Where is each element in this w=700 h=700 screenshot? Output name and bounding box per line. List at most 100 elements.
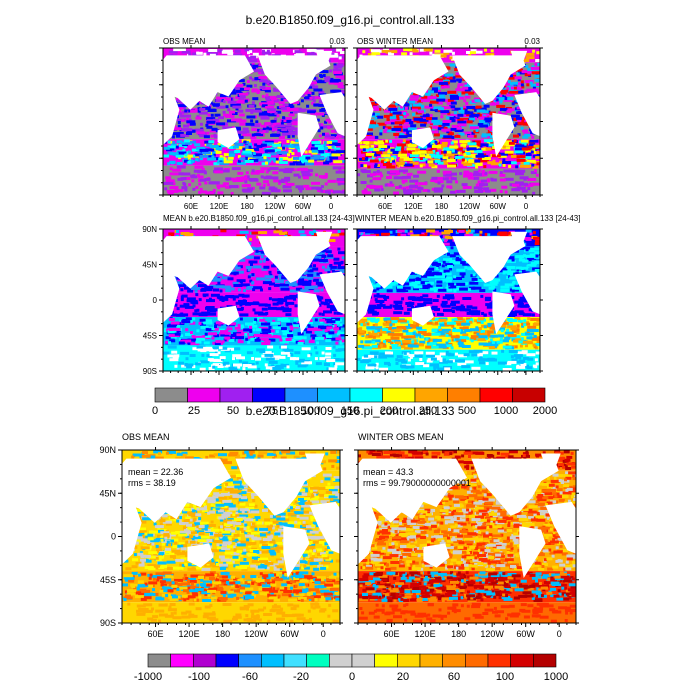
colorbar-label: 20 <box>397 671 409 683</box>
land-mask <box>357 231 540 335</box>
colorbar-swatch <box>397 653 421 668</box>
colorbar-label: 50 <box>227 405 239 417</box>
lon-tick-label: 180 <box>240 202 254 211</box>
colorbar-swatch <box>317 387 351 403</box>
colorbar-swatch <box>447 387 481 403</box>
lon-tick-label: 120E <box>210 202 229 211</box>
lon-tick-label: 120E <box>415 629 436 639</box>
field-panel-diff-winter-obs-mean <box>358 450 576 623</box>
figure-title-bottom: b.e20.B1850.f09_g16.pi_control.all.133 <box>246 404 455 418</box>
lon-tick-label: 60W <box>295 202 312 211</box>
field-panel-model-winter-mean <box>357 229 540 371</box>
colorbar-label: 500 <box>458 405 476 417</box>
lat-tick-label: 0 <box>153 296 158 305</box>
lon-tick-label: 180 <box>451 629 466 639</box>
colorbar-label: 25 <box>188 405 200 417</box>
lon-tick-label: 180 <box>435 202 449 211</box>
stat-mean-winter: mean = 43.3 <box>363 467 413 477</box>
land-mask <box>357 50 540 157</box>
colorbar-label: -100 <box>188 671 210 683</box>
lat-tick-label: 0 <box>111 532 116 542</box>
panel-obs-mean: 60E 120E 180 120W 60W 0 <box>159 45 348 211</box>
lat-tick-label: 90S <box>100 618 116 628</box>
field-panel-diff-obs-mean <box>122 450 340 623</box>
lon-tick-label: 0 <box>557 629 562 639</box>
colorbar-label: 1000 <box>494 405 518 417</box>
colorbar-label: 200 <box>380 405 398 417</box>
colorbar-label: 60 <box>448 671 460 683</box>
lon-tick-label: 120W <box>244 629 268 639</box>
colorbar-swatch <box>533 653 557 668</box>
colorbar-swatch <box>349 387 383 403</box>
field-panel-obs-mean <box>163 48 345 195</box>
lon-tick-label: 60W <box>516 629 535 639</box>
lon-tick-label: 120W <box>459 202 480 211</box>
colorbar-swatch <box>147 653 171 668</box>
colorbar-swatch <box>479 387 513 403</box>
panel-title-bottom-obs-mean: OBS MEAN <box>122 432 170 442</box>
lon-tick-label: 120W <box>480 629 504 639</box>
panel-right-label-obs-winter-mean: 0.03 <box>524 37 540 46</box>
colorbar-swatch <box>374 653 398 668</box>
colorbar-label: 1000 <box>544 671 568 683</box>
panel-model-winter-mean <box>353 226 543 375</box>
stat-rms-obs: rms = 38.19 <box>128 478 176 488</box>
colorbar-label: 0 <box>152 405 158 417</box>
colorbar-swatch <box>215 653 239 668</box>
panel-title-bottom-winter-obs-mean: WINTER OBS MEAN <box>358 432 444 442</box>
colorbar-swatch <box>187 387 221 403</box>
colorbar-label: 75 <box>266 405 278 417</box>
colorbar-swatch <box>442 653 466 668</box>
colorbar-swatch <box>414 387 448 403</box>
colorbar-label: -60 <box>242 671 258 683</box>
colorbar-swatch <box>382 387 416 403</box>
lon-tick-label: 120W <box>265 202 286 211</box>
panel-diff-winter-obs-mean: 60E 120E 180 120W 60W 0 <box>354 447 579 639</box>
lon-tick-label: 60W <box>280 629 299 639</box>
lat-tick-label: 45N <box>142 261 157 270</box>
panel-title-obs-mean: OBS MEAN <box>163 37 205 46</box>
land-mask <box>122 453 340 578</box>
colorbar-swatch <box>193 653 217 668</box>
lat-tick-label: 45S <box>100 575 116 585</box>
figure-title-top: b.e20.B1850.f09_g16.pi_control.all.133 <box>246 13 455 27</box>
colorbar-swatch <box>510 653 534 668</box>
lon-tick-label: 60E <box>184 202 198 211</box>
lon-tick-label: 0 <box>329 202 334 211</box>
colorbar-swatch <box>465 653 489 668</box>
land-mask <box>358 453 576 578</box>
colorbar-label: 150 <box>341 405 359 417</box>
colorbar-top: 0 25 50 75 100 150 200 250 500 1000 2000 <box>152 387 557 417</box>
panel-diff-obs-mean: 60E 120E 180 120W 60W 0 90N 45N 0 45S 90S <box>99 445 343 639</box>
lon-tick-label: 60W <box>490 202 507 211</box>
panel-title-model-mean: MEAN b.e20.B1850.f09_g16.pi_control.all.… <box>163 214 355 223</box>
lon-tick-label: 60E <box>384 629 400 639</box>
colorbar-label: 250 <box>419 405 437 417</box>
stat-rms-winter: rms = 99.79000000000001 <box>363 478 471 488</box>
field-panel-model-mean <box>163 229 345 371</box>
colorbar-swatch <box>419 653 443 668</box>
colorbar-label: 100 <box>302 405 320 417</box>
colorbar-swatch <box>512 387 546 403</box>
colorbar-swatch <box>306 653 330 668</box>
colorbar-swatch <box>252 387 286 403</box>
panel-obs-winter-mean: 60E 120E 180 120W 60W 0 <box>353 45 543 211</box>
lon-tick-label: 0 <box>524 202 529 211</box>
colorbar-label: 100 <box>496 671 514 683</box>
colorbar-swatch <box>154 387 188 403</box>
lon-tick-label: 60E <box>378 202 392 211</box>
colorbar-swatch <box>329 653 353 668</box>
lat-tick-label: 45N <box>99 488 116 498</box>
colorbar-swatch <box>219 387 253 403</box>
colorbar-swatch <box>487 653 511 668</box>
colorbar-label: -20 <box>293 671 309 683</box>
lon-tick-label: 120E <box>404 202 423 211</box>
colorbar-swatch <box>284 387 318 403</box>
panel-right-label-obs-mean: 0.03 <box>329 37 345 46</box>
colorbar-bottom: -1000 -100 -60 -20 0 20 60 100 1000 <box>134 653 568 683</box>
land-mask <box>163 50 345 157</box>
lat-tick-label: 90N <box>99 445 116 455</box>
panel-model-mean: 90N 45N 0 45S 90S <box>142 225 348 376</box>
lon-tick-label: 180 <box>215 629 230 639</box>
